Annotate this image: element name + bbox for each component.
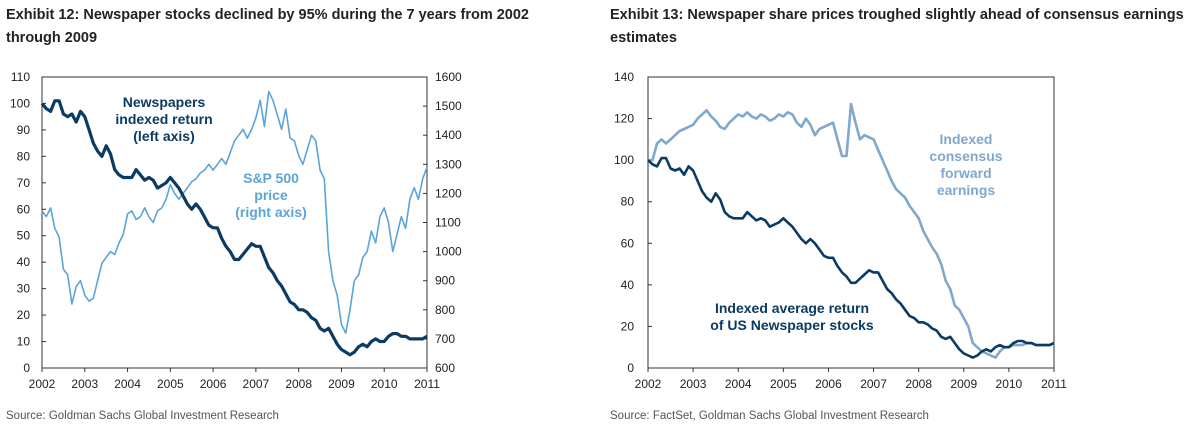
y-right-tick-label: 1400 [435, 128, 462, 142]
y-right-tick-label: 900 [435, 274, 455, 288]
y-right-tick-label: 1100 [435, 216, 461, 230]
x-tick-label: 2006 [815, 377, 842, 391]
series-line-sp500 [41, 90, 428, 334]
y-right-tick-label: 700 [435, 332, 455, 346]
chart-newspaper-vs-sp500: 0 10 20 30 40 50 60 70 80 90 100 110 600 700 800 900 100… [10, 70, 462, 391]
y-left-tick-label: 70 [17, 176, 31, 190]
y-right-tick-label: 1000 [435, 245, 462, 259]
y-right-tick-label: 1600 [435, 70, 462, 84]
x-tick-label: 2003 [680, 377, 707, 391]
y-tick-label: 80 [621, 195, 635, 209]
annotation-earnings: Indexed [940, 131, 993, 147]
plot-frame [647, 76, 1055, 369]
chart-newspaper-vs-earnings: 0 20 40 60 80 100 120 140 2002 2003 2004 2005 2006 20… [614, 70, 1067, 391]
y-right-tick-label: 1500 [435, 99, 462, 113]
y-left-tick-label: 50 [17, 229, 31, 243]
x-tick-label: 2004 [114, 377, 141, 391]
y-left-tick-label: 20 [17, 308, 31, 322]
annotation-sp500: price [254, 187, 288, 203]
annotation-sp500: S&P 500 [243, 170, 299, 186]
y-left-tick-label: 10 [17, 335, 31, 349]
series-line-newspapers [40, 99, 428, 357]
y-left-tick-label: 80 [17, 149, 31, 163]
y-left-tick-label: 110 [11, 70, 30, 84]
annotation-newspapers: Indexed average return [715, 300, 869, 316]
y-tick-label: 100 [614, 153, 634, 167]
y-tick-label: 0 [627, 361, 634, 375]
y-tick-label: 20 [621, 319, 635, 333]
y-tick-label: 40 [621, 278, 635, 292]
y-left-tick-label: 90 [17, 123, 31, 137]
x-tick-label: 2005 [770, 377, 797, 391]
y-left-tick-label: 40 [17, 255, 31, 269]
plot-frame [41, 76, 428, 369]
y-left-tick-label: 30 [17, 282, 31, 296]
y-left-tick-label: 100 [10, 96, 30, 110]
x-tick-label: 2010 [996, 377, 1023, 391]
x-tick-label: 2004 [725, 377, 752, 391]
x-tick-label: 2009 [328, 377, 355, 391]
y-right-tick-label: 600 [435, 361, 455, 375]
x-tick-label: 2002 [635, 377, 662, 391]
y-left-tick-label: 60 [17, 202, 31, 216]
x-tick-label: 2006 [200, 377, 227, 391]
x-tick-label: 2008 [905, 377, 932, 391]
y-left-tick-label: 0 [23, 361, 30, 375]
annotation-newspapers: (left axis) [133, 128, 194, 144]
x-tick-label: 2007 [243, 377, 270, 391]
series-line-newspapers [647, 156, 1055, 359]
source-note: Source: Goldman Sachs Global Investment … [6, 410, 279, 422]
x-tick-label: 2009 [950, 377, 977, 391]
x-tick-label: 2007 [860, 377, 887, 391]
x-tick-label: 2011 [1041, 377, 1067, 391]
annotation-newspapers: Newspapers [123, 94, 206, 110]
annotation-earnings: consensus [929, 148, 1002, 164]
annotation-sp500: (right axis) [235, 204, 307, 220]
exhibit-title: Exhibit 12: Newspaper stocks declined by… [6, 7, 529, 46]
x-tick-label: 2003 [71, 377, 98, 391]
series-line-earnings [648, 102, 1055, 359]
annotation-newspapers: of US Newspaper stocks [710, 317, 874, 333]
exhibit-title: Exhibit 13: Newspaper share prices troug… [610, 7, 1184, 46]
annotation-earnings: forward [940, 165, 991, 181]
source-note: Source: FactSet, Goldman Sachs Global In… [610, 410, 929, 422]
annotation-newspapers: indexed return [115, 111, 212, 127]
x-tick-label: 2011 [414, 377, 440, 391]
x-tick-label: 2005 [157, 377, 184, 391]
y-right-tick-label: 800 [435, 303, 455, 317]
x-tick-label: 2002 [29, 377, 56, 391]
x-tick-label: 2010 [371, 377, 398, 391]
x-tick-label: 2008 [285, 377, 312, 391]
y-tick-label: 140 [614, 70, 634, 84]
annotation-earnings: earnings [937, 182, 996, 198]
y-right-tick-label: 1200 [435, 186, 462, 200]
y-right-tick-label: 1300 [435, 157, 462, 171]
y-tick-label: 60 [621, 236, 635, 250]
y-tick-label: 120 [614, 112, 634, 126]
